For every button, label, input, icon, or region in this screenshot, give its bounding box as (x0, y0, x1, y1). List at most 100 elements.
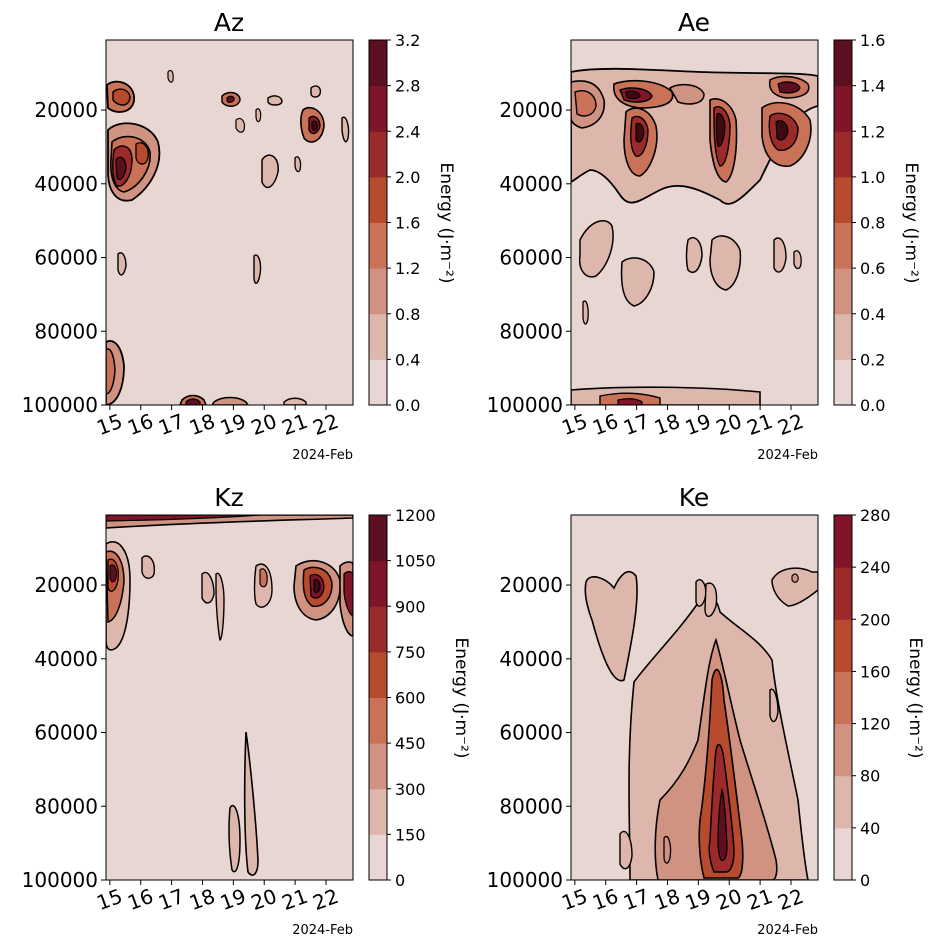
x-tick-label: 22 (775, 884, 807, 915)
colorbar-tick-label: 240 (860, 558, 891, 577)
y-tick-label: 60000 (34, 721, 98, 745)
x-tick-label: 19 (682, 409, 714, 440)
x-tick-label: 16 (589, 409, 621, 440)
colorbar-segment (834, 827, 852, 881)
colorbar-tick-label: 0.8 (395, 305, 420, 324)
colorbar-segment (369, 743, 387, 790)
y-tick-label: 40000 (499, 172, 563, 196)
colorbar-tick-label: 1.4 (860, 77, 885, 96)
x-tick-label: 21 (744, 884, 776, 915)
colorbar-tick-label: 120 (860, 715, 891, 734)
colorbar-tick-label: 1.2 (860, 122, 885, 141)
colorbar-tick-label: 80 (860, 767, 880, 786)
x-tick-label: 16 (589, 884, 621, 915)
panel-title: Az (214, 8, 244, 37)
x-tick-label: 17 (620, 409, 652, 440)
contour-field (571, 67, 818, 405)
x-tick-label: 15 (93, 409, 125, 440)
colorbar-tick-label: 150 (395, 825, 426, 844)
colorbar-tick-label: 280 (860, 506, 891, 525)
x-tick-label: 18 (651, 884, 683, 915)
colorbar-tick-label: 160 (860, 662, 891, 681)
y-tick-label: 60000 (34, 246, 98, 270)
y-tick-label: 60000 (499, 246, 563, 270)
colorbar-tick-label: 1.2 (395, 259, 420, 278)
contour-field (584, 567, 818, 880)
panel-ae: Ae (570, 8, 819, 406)
y-tick-label: 20000 (34, 98, 98, 122)
x-tick-label: 21 (279, 884, 311, 915)
y-tick-label: 40000 (34, 172, 98, 196)
colorbar-segment (369, 651, 387, 698)
x-tick-label: 21 (744, 409, 776, 440)
colorbar-segment (834, 671, 852, 725)
x-tick-label: 20 (248, 884, 280, 915)
colorbar-segment (369, 176, 387, 223)
colorbar-segment (369, 359, 387, 406)
x-tick-label: 19 (682, 884, 714, 915)
colorbar-segment (369, 788, 387, 835)
x-tick-label: 16 (124, 409, 156, 440)
x-tick-label: 22 (775, 409, 807, 440)
colorbar-segment (369, 222, 387, 269)
x-tick-label: 22 (310, 884, 342, 915)
x-tick-label: 20 (713, 884, 745, 915)
x-tick-label: 16 (124, 884, 156, 915)
colorbar-tick-label: 40 (860, 819, 880, 838)
colorbar-tick-label: 1050 (395, 552, 436, 571)
colorbar-segment (369, 834, 387, 881)
x-tick-label: 22 (310, 409, 342, 440)
panel-kz: Kz (105, 483, 354, 881)
x-tick-label: 17 (620, 884, 652, 915)
colorbar-tick-label: 0 (860, 871, 870, 890)
x-tick-label: 18 (651, 409, 683, 440)
colorbar-tick-label: 1200 (395, 506, 436, 525)
colorbar-label: Energy (J·m⁻²) (901, 163, 921, 284)
colorbar-label: Energy (J·m⁻²) (451, 638, 471, 759)
colorbar-segment (834, 515, 852, 568)
x-tick-label: 15 (93, 884, 125, 915)
colorbar-segment (369, 515, 387, 562)
y-tick-label: 40000 (34, 647, 98, 671)
colorbar-segment (834, 567, 852, 620)
colorbar-tick-label: 0.6 (860, 259, 885, 278)
x-tick-label: 20 (713, 409, 745, 440)
colorbar-tick-label: 2.0 (395, 168, 420, 187)
panel-title: Ae (678, 8, 710, 37)
y-tick-label: 100000 (487, 393, 563, 417)
y-tick-label: 80000 (34, 794, 98, 818)
colorbar-segment (834, 176, 852, 223)
colorbar-tick-label: 2.8 (395, 77, 420, 96)
colorbar-segment (834, 619, 852, 672)
x-tick-label: 18 (186, 884, 218, 915)
y-tick-label: 20000 (499, 98, 563, 122)
colorbar-segment (369, 606, 387, 653)
x-tick-label: 19 (217, 884, 249, 915)
colorbar-segment (834, 131, 852, 178)
y-tick-label: 40000 (499, 647, 563, 671)
panel-title: Ke (679, 483, 710, 512)
colorbar-segment (834, 723, 852, 777)
x-offset-label: 2024-Feb (292, 923, 353, 938)
colorbar-segment (369, 313, 387, 360)
colorbar-tick-label: 0.2 (860, 350, 885, 369)
x-offset-label: 2024-Feb (292, 448, 353, 463)
colorbar-tick-label: 0.0 (860, 396, 885, 415)
colorbar-segment (834, 775, 852, 829)
y-tick-label: 100000 (22, 393, 98, 417)
colorbar-tick-label: 3.2 (395, 31, 420, 50)
colorbar-tick-label: 600 (395, 689, 426, 708)
x-tick-label: 15 (558, 409, 590, 440)
colorbar-segment (369, 85, 387, 132)
colorbar-tick-label: 300 (395, 780, 426, 799)
contour-field (106, 69, 350, 405)
colorbar-label: Energy (J·m⁻²) (436, 163, 456, 284)
x-tick-label: 17 (155, 409, 187, 440)
y-tick-label: 20000 (34, 573, 98, 597)
panel-ke: Ke (570, 483, 819, 881)
colorbar-segment (834, 313, 852, 360)
panel-az: Az (105, 8, 354, 406)
colorbar-tick-label: 0.4 (395, 350, 420, 369)
y-tick-label: 20000 (499, 573, 563, 597)
contour-field (106, 515, 353, 876)
